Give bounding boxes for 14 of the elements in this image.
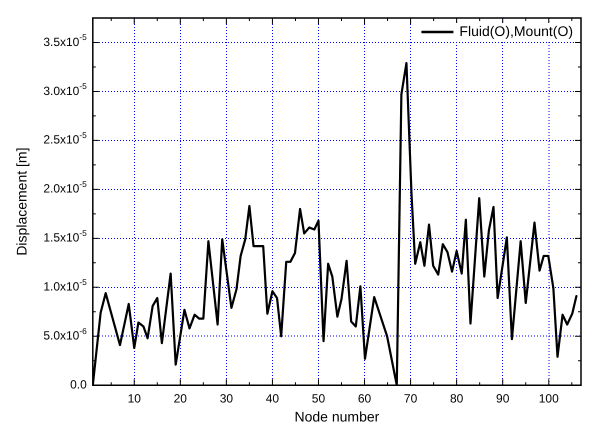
x-tick-label: 70 — [404, 392, 418, 406]
x-tick-label: 100 — [538, 392, 560, 406]
x-tick-label: 10 — [128, 392, 142, 406]
y-axis-title: Displacement [m] — [13, 148, 30, 256]
x-axis-title: Node number — [294, 408, 380, 424]
x-tick-label: 60 — [358, 392, 372, 406]
y-tick-label: 0.0 — [70, 378, 88, 392]
x-tick-label: 40 — [266, 392, 280, 406]
x-tick-label: 80 — [450, 392, 464, 406]
legend-label: Fluid(O),Mount(O) — [459, 22, 574, 39]
x-tick-label: 50 — [312, 392, 326, 406]
x-tick-label: 90 — [496, 392, 510, 406]
x-tick-label: 20 — [174, 392, 188, 406]
x-tick-label: 30 — [220, 392, 234, 406]
